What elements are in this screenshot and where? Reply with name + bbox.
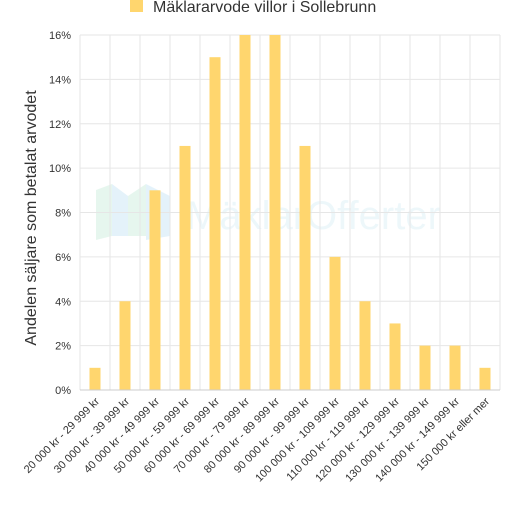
watermark-text: MäklarOfferter — [186, 194, 441, 238]
legend-label: Mäklararvode villor i Sollebrunn — [153, 0, 376, 16]
y-tick-label: 6% — [55, 252, 71, 264]
bar[interactable] — [119, 301, 131, 390]
bar[interactable] — [389, 323, 401, 390]
bar[interactable] — [299, 145, 311, 390]
y-tick-label: 2% — [55, 341, 71, 353]
y-tick-label: 14% — [49, 74, 71, 86]
bar[interactable] — [359, 301, 371, 390]
bar[interactable] — [149, 190, 161, 390]
y-axis-ticks: 0% 2% 4% 6% 8% 10% 12% 14% 16% — [49, 30, 71, 397]
gridlines — [79, 34, 501, 390]
legend-swatch — [130, 0, 143, 12]
bar[interactable] — [329, 256, 341, 390]
bar[interactable] — [89, 367, 101, 390]
bar[interactable] — [449, 345, 461, 390]
bar[interactable] — [269, 35, 281, 390]
y-axis-title: Andelen säljare som betalat arvodet — [23, 90, 40, 346]
bar[interactable] — [239, 35, 251, 390]
y-tick-label: 12% — [49, 119, 71, 131]
bar[interactable] — [419, 345, 431, 390]
bar[interactable] — [479, 367, 491, 390]
y-tick-label: 8% — [55, 208, 71, 220]
bar[interactable] — [179, 145, 191, 390]
bar[interactable] — [209, 57, 221, 390]
y-tick-label: 10% — [49, 163, 71, 175]
y-tick-label: 16% — [49, 30, 71, 42]
y-tick-label: 4% — [55, 296, 71, 308]
y-tick-label: 0% — [55, 385, 71, 397]
bars — [89, 35, 491, 390]
legend[interactable]: Mäklararvode villor i Sollebrunn — [130, 0, 376, 16]
